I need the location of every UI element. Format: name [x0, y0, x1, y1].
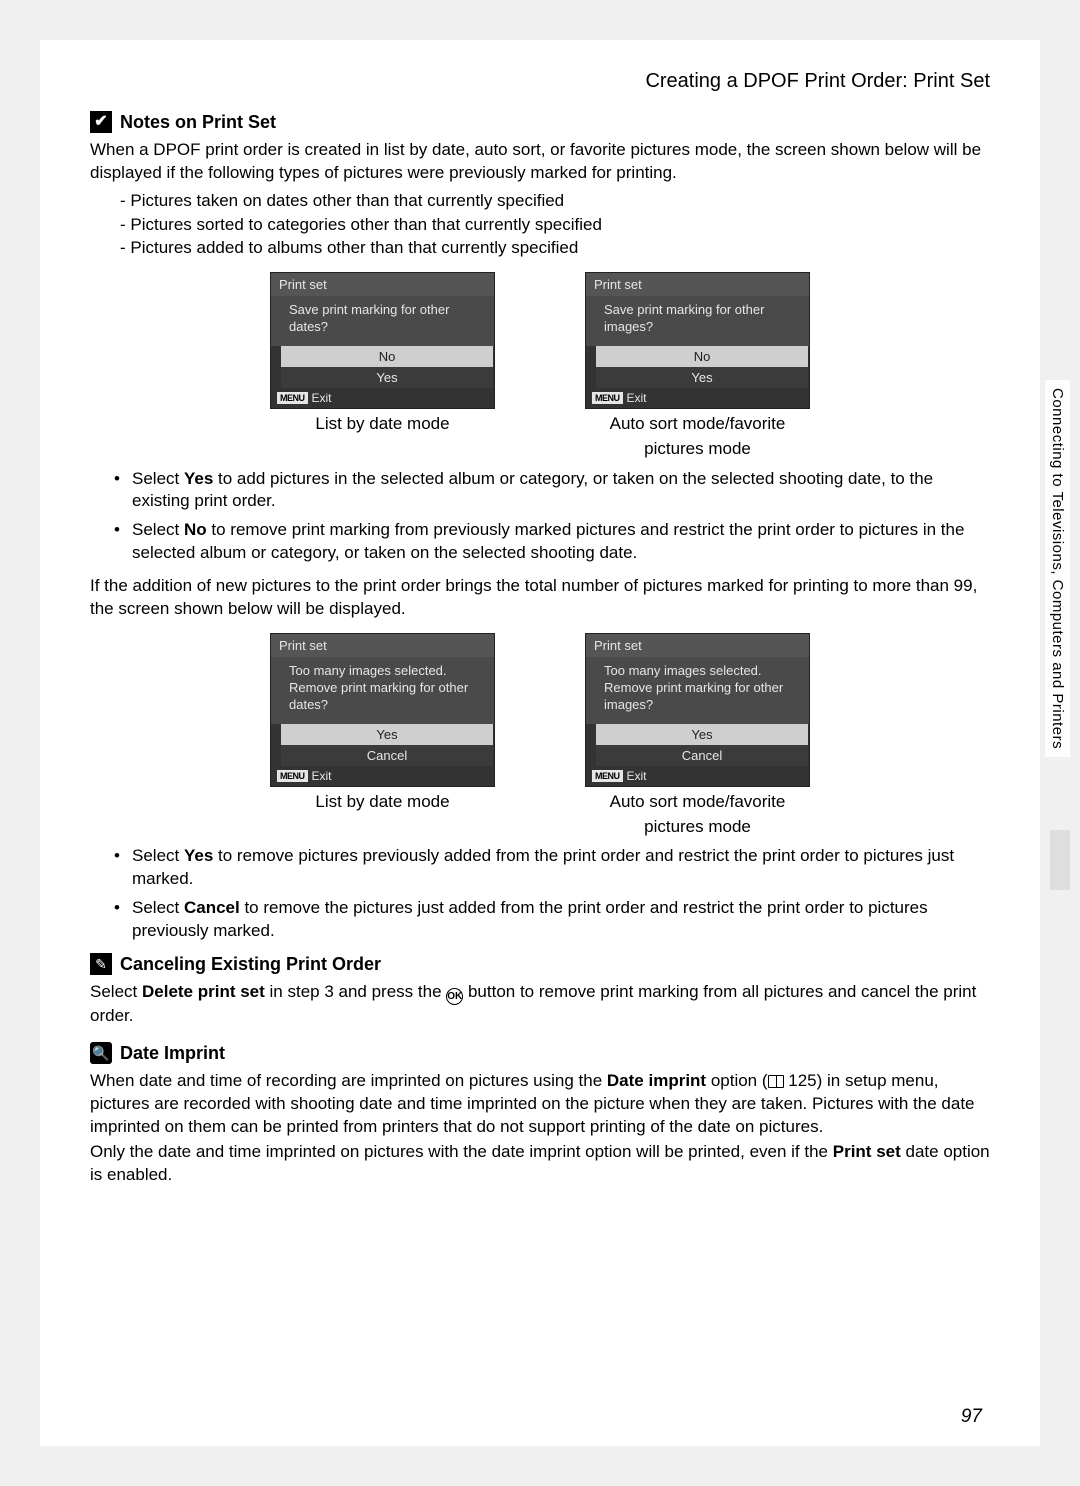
dialog-caption-2: pictures mode — [585, 816, 810, 837]
dash-list: Pictures taken on dates other than that … — [120, 189, 990, 260]
cancel-paragraph: Select Delete print set in step 3 and pr… — [90, 981, 990, 1028]
ok-button-icon: OK — [446, 988, 463, 1005]
menu-icon: MENU — [277, 770, 308, 782]
menu-icon: MENU — [277, 392, 308, 404]
dialog-option-cancel[interactable]: Cancel — [271, 745, 494, 766]
date-paragraph-2: Only the date and time imprinted on pict… — [90, 1141, 990, 1187]
section-date-title: Date Imprint — [120, 1043, 225, 1064]
dialog-row-1: Print set Save print marking for other d… — [90, 272, 990, 459]
side-tab-label: Connecting to Televisions, Computers and… — [1045, 380, 1070, 757]
dialog-message: Save print marking for other images? — [586, 296, 809, 346]
dialog-footer: MENU Exit — [586, 388, 809, 408]
dialog-message: Save print marking for other dates? — [271, 296, 494, 346]
exit-label: Exit — [627, 769, 647, 783]
dialog-title: Print set — [271, 634, 494, 657]
dialog-option-no[interactable]: No — [271, 346, 494, 367]
exit-label: Exit — [312, 391, 332, 405]
magnifier-icon: 🔍 — [90, 1042, 112, 1064]
exit-label: Exit — [312, 769, 332, 783]
dialog-option-yes[interactable]: Yes — [271, 724, 494, 745]
dialog-caption: List by date mode — [270, 413, 495, 434]
camera-dialog: Print set Save print marking for other i… — [585, 272, 810, 409]
page-title: Creating a DPOF Print Order: Print Set — [90, 70, 990, 93]
bullet-item: Select Yes to add pictures in the select… — [120, 468, 990, 514]
dialog-col-left: Print set Too many images selected. Remo… — [270, 633, 495, 837]
dialog-title: Print set — [586, 634, 809, 657]
check-icon: ✔ — [90, 111, 112, 133]
section-notes-head: ✔ Notes on Print Set — [90, 111, 990, 133]
dialog-caption-1: Auto sort mode/favorite — [585, 791, 810, 812]
date-paragraph-1: When date and time of recording are impr… — [90, 1070, 990, 1139]
camera-dialog: Print set Too many images selected. Remo… — [585, 633, 810, 787]
dash-item: Pictures sorted to categories other than… — [120, 213, 990, 237]
menu-icon: MENU — [592, 770, 623, 782]
dialog-footer: MENU Exit — [586, 766, 809, 786]
dash-item: Pictures taken on dates other than that … — [120, 189, 990, 213]
dialog-option-yes[interactable]: Yes — [586, 367, 809, 388]
section-cancel-head: ✎ Canceling Existing Print Order — [90, 953, 990, 975]
section-date-head: 🔍 Date Imprint — [90, 1042, 990, 1064]
bullet-item: Select No to remove print marking from p… — [120, 519, 990, 565]
notes-intro: When a DPOF print order is created in li… — [90, 139, 990, 185]
section-cancel-title: Canceling Existing Print Order — [120, 954, 381, 975]
manual-page: Creating a DPOF Print Order: Print Set ✔… — [40, 40, 1040, 1446]
dialog-option-yes[interactable]: Yes — [271, 367, 494, 388]
dialog-option-yes[interactable]: Yes — [586, 724, 809, 745]
dialog-caption-2: pictures mode — [585, 438, 810, 459]
dialog-footer: MENU Exit — [271, 388, 494, 408]
dialog-col-right: Print set Save print marking for other i… — [585, 272, 810, 459]
exit-label: Exit — [627, 391, 647, 405]
bullet-item: Select Yes to remove pictures previously… — [120, 845, 990, 891]
dialog-col-left: Print set Save print marking for other d… — [270, 272, 495, 459]
dialog-row-2: Print set Too many images selected. Remo… — [90, 633, 990, 837]
dialog-title: Print set — [271, 273, 494, 296]
manual-ref-icon — [768, 1075, 784, 1088]
side-thumb-tab — [1050, 830, 1070, 890]
dialog-footer: MENU Exit — [271, 766, 494, 786]
camera-dialog: Print set Too many images selected. Remo… — [270, 633, 495, 787]
dialog-option-no[interactable]: No — [586, 346, 809, 367]
dialog-message: Too many images selected. Remove print m… — [586, 657, 809, 724]
bullets-2: Select Yes to remove pictures previously… — [120, 845, 990, 943]
camera-dialog: Print set Save print marking for other d… — [270, 272, 495, 409]
section-notes-title: Notes on Print Set — [120, 112, 276, 133]
dialog-title: Print set — [586, 273, 809, 296]
page-number: 97 — [961, 1406, 982, 1428]
menu-icon: MENU — [592, 392, 623, 404]
dialog-option-cancel[interactable]: Cancel — [586, 745, 809, 766]
mid-paragraph: If the addition of new pictures to the p… — [90, 575, 990, 621]
bullet-item: Select Cancel to remove the pictures jus… — [120, 897, 990, 943]
dash-item: Pictures added to albums other than that… — [120, 236, 990, 260]
dialog-caption: List by date mode — [270, 791, 495, 812]
pencil-icon: ✎ — [90, 953, 112, 975]
dialog-caption-1: Auto sort mode/favorite — [585, 413, 810, 434]
dialog-col-right: Print set Too many images selected. Remo… — [585, 633, 810, 837]
bullets-1: Select Yes to add pictures in the select… — [120, 468, 990, 566]
dialog-message: Too many images selected. Remove print m… — [271, 657, 494, 724]
